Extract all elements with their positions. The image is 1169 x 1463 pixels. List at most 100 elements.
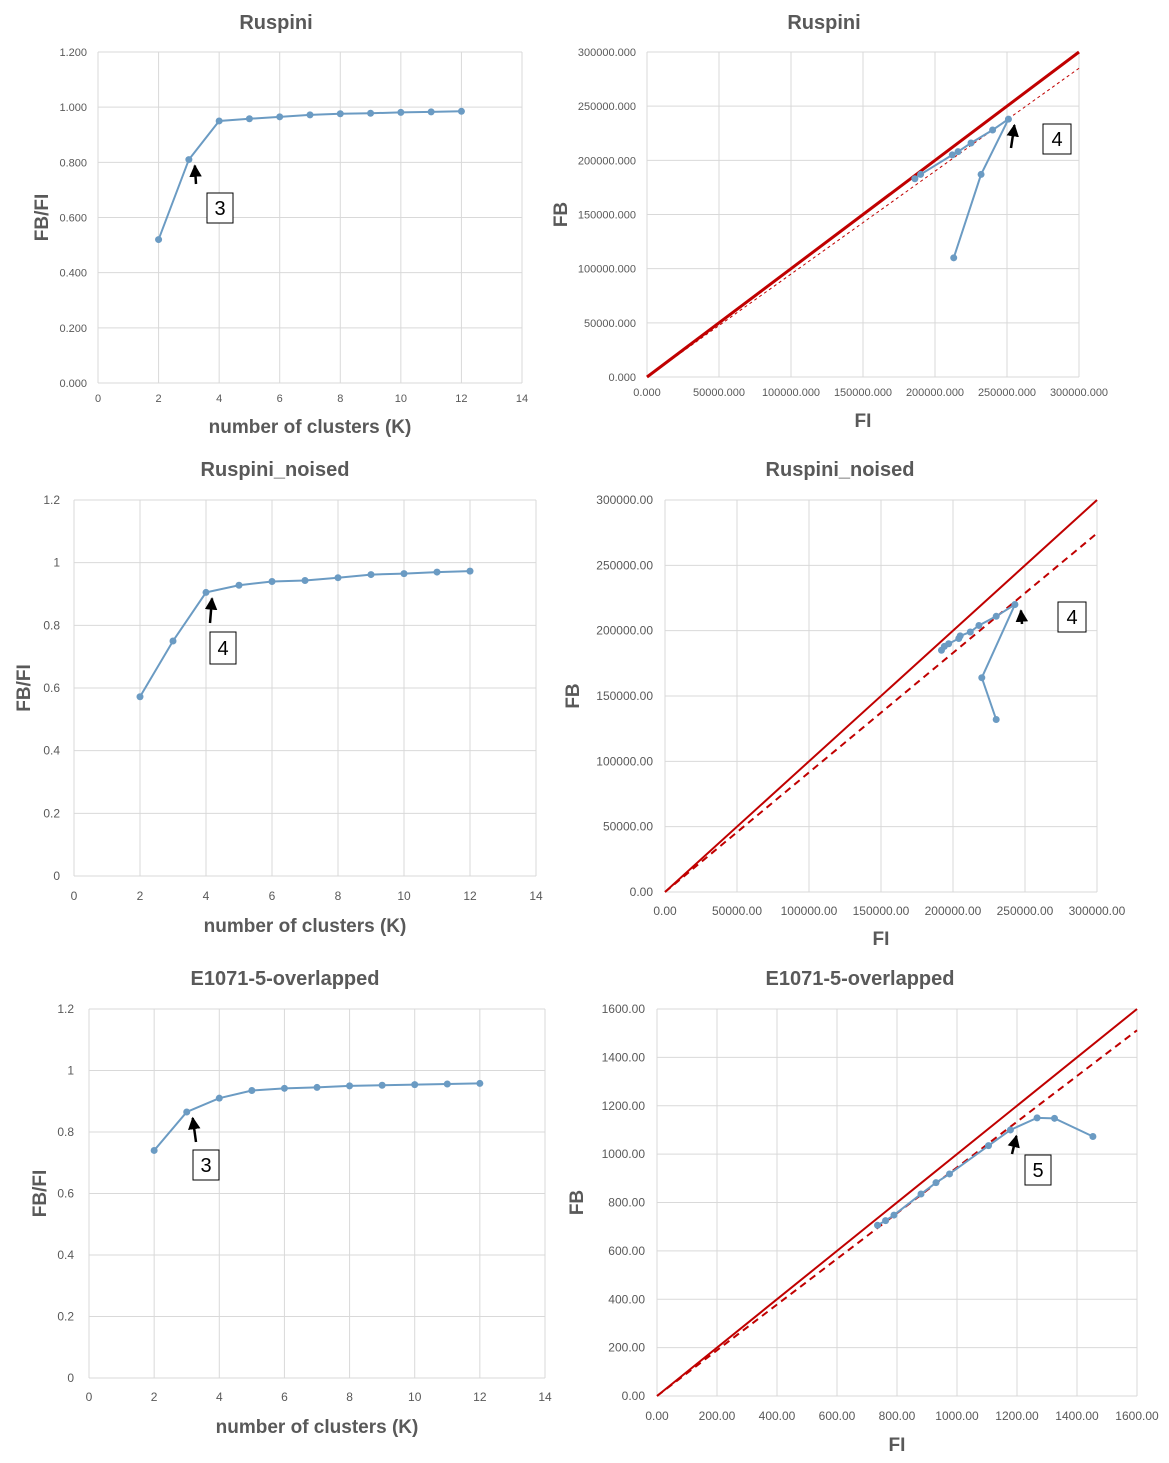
- x-tick-label: 14: [538, 1390, 552, 1404]
- callout-box: [1024, 1154, 1052, 1186]
- data-point: [185, 156, 193, 164]
- data-point: [1033, 1114, 1041, 1122]
- y-tick-label: 0.000: [608, 372, 636, 384]
- y-tick-label: 1.200: [59, 47, 87, 59]
- y-tick-label: 1.2: [43, 493, 60, 507]
- y-tick-label: 250000.00: [596, 558, 653, 572]
- series-line: [940, 601, 1018, 720]
- data-point: [443, 1080, 451, 1088]
- data-point: [977, 170, 985, 178]
- y-tick-label: 0.6: [43, 681, 60, 695]
- y-axis-label: FB: [563, 683, 584, 708]
- x-tick-label: 2: [137, 889, 144, 903]
- y-tick-label: 400.00: [608, 1292, 645, 1306]
- chart-title: Ruspini_noised: [766, 459, 915, 481]
- x-tick-label: 250000.000: [978, 387, 1036, 399]
- callout-box: [1042, 123, 1072, 155]
- x-tick-label: 0.00: [653, 904, 677, 918]
- x-tick-label: 150000.000: [834, 387, 892, 399]
- data-point: [975, 621, 983, 629]
- data-point: [932, 1179, 940, 1187]
- x-tick-label: 200.00: [699, 1409, 736, 1423]
- callout-label: 4: [217, 638, 228, 660]
- x-axis-label: number of clusters (K): [204, 916, 407, 937]
- data-point: [466, 567, 474, 575]
- data-point: [948, 151, 956, 159]
- x-tick-label: 6: [277, 393, 283, 405]
- series-line: [139, 570, 471, 698]
- data-point: [346, 1082, 354, 1090]
- data-point: [202, 588, 210, 596]
- data-point: [966, 628, 974, 636]
- y-tick-label: 0.400: [59, 268, 87, 280]
- callout-label: 3: [214, 198, 225, 220]
- data-point: [334, 574, 342, 582]
- data-point: [882, 1217, 890, 1225]
- callout-arrow: [1006, 123, 1019, 149]
- x-tick-label: 0.000: [633, 387, 661, 399]
- chart-title: Ruspini: [239, 12, 312, 34]
- x-tick-label: 100000.000: [762, 387, 820, 399]
- x-axis-label: number of clusters (K): [216, 1417, 419, 1438]
- callout-box: [209, 631, 237, 665]
- x-tick-label: 4: [216, 393, 222, 405]
- x-tick-label: 300000.000: [1050, 387, 1108, 399]
- x-tick-label: 6: [281, 1390, 288, 1404]
- y-axis-label: FB/FI: [14, 664, 35, 712]
- data-point: [378, 1081, 386, 1089]
- data-point: [276, 113, 284, 121]
- y-tick-label: 300000.000: [578, 47, 636, 59]
- y-tick-label: 0: [53, 869, 60, 883]
- trend-line: [664, 532, 1098, 893]
- y-tick-label: 0.600: [59, 213, 87, 225]
- x-tick-label: 1400.00: [1055, 1409, 1099, 1423]
- data-point: [215, 1094, 223, 1102]
- data-point: [1089, 1132, 1097, 1140]
- x-axis-label: number of clusters (K): [209, 417, 412, 438]
- x-tick-label: 10: [408, 1390, 422, 1404]
- data-point: [280, 1084, 288, 1092]
- x-tick-label: 14: [516, 393, 528, 405]
- y-axis-label: FB/FI: [32, 194, 53, 242]
- data-point: [245, 115, 253, 123]
- x-tick-label: 6: [269, 889, 276, 903]
- data-point: [136, 693, 144, 701]
- chart-4: 0.00 50000.00 100000.00 150000.00 200000.00 2…: [563, 459, 1126, 950]
- callout-box: [192, 1149, 220, 1181]
- x-tick-label: 8: [337, 393, 343, 405]
- x-axis-label: FI: [855, 411, 872, 432]
- y-tick-label: 0.2: [57, 1310, 74, 1324]
- x-tick-label: 4: [216, 1390, 223, 1404]
- x-axis-label: FI: [889, 1435, 906, 1456]
- x-tick-label: 2: [156, 393, 162, 405]
- y-tick-label: 1000.00: [602, 1147, 646, 1161]
- series-line: [877, 1116, 1094, 1227]
- data-point: [268, 577, 276, 585]
- data-point: [411, 1081, 419, 1089]
- identity-line: [656, 1008, 1138, 1397]
- x-tick-label: 12: [473, 1390, 487, 1404]
- y-tick-label: 250000.000: [578, 101, 636, 113]
- y-axis-label: FB/FI: [30, 1170, 51, 1218]
- y-tick-label: 1600.00: [602, 1002, 646, 1016]
- data-point: [989, 126, 997, 134]
- y-tick-label: 300000.00: [596, 493, 653, 507]
- callout-arrow: [189, 164, 202, 185]
- y-tick-label: 800.00: [608, 1196, 645, 1210]
- callout-arrow: [204, 597, 218, 624]
- x-tick-label: 14: [529, 889, 543, 903]
- data-point: [301, 577, 309, 585]
- y-tick-label: 0: [67, 1371, 74, 1385]
- x-tick-label: 200000.000: [906, 387, 964, 399]
- data-point: [1051, 1114, 1058, 1122]
- x-tick-label: 8: [335, 889, 342, 903]
- data-point: [215, 117, 223, 125]
- data-point: [937, 646, 945, 654]
- x-tick-label: 10: [395, 393, 407, 405]
- y-tick-label: 0.8: [57, 1125, 74, 1139]
- y-tick-label: 0.200: [59, 323, 87, 335]
- y-tick-label: 1.000: [59, 102, 87, 114]
- data-point: [967, 139, 975, 147]
- y-tick-label: 150000.00: [596, 689, 653, 703]
- x-tick-label: 10: [397, 889, 411, 903]
